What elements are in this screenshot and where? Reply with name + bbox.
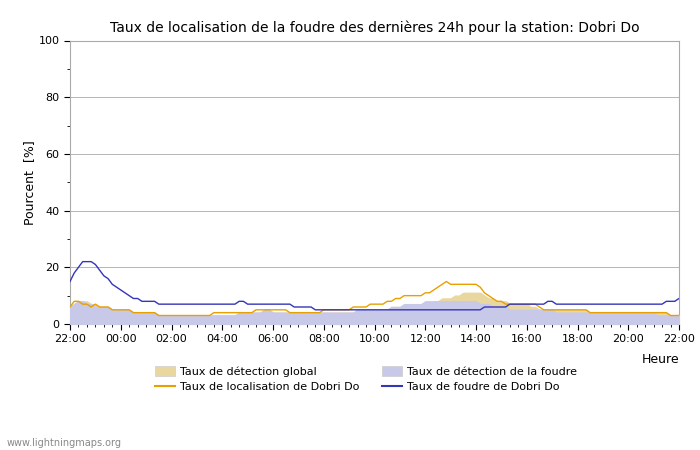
Title: Taux de localisation de la foudre des dernières 24h pour la station: Dobri Do: Taux de localisation de la foudre des de… [110,21,639,35]
Y-axis label: Pourcent  [%]: Pourcent [%] [23,140,36,225]
Text: www.lightningmaps.org: www.lightningmaps.org [7,438,122,448]
Text: Heure: Heure [641,353,679,366]
Legend: Taux de détection global, Taux de localisation de Dobri Do, Taux de détection de: Taux de détection global, Taux de locali… [155,366,578,392]
